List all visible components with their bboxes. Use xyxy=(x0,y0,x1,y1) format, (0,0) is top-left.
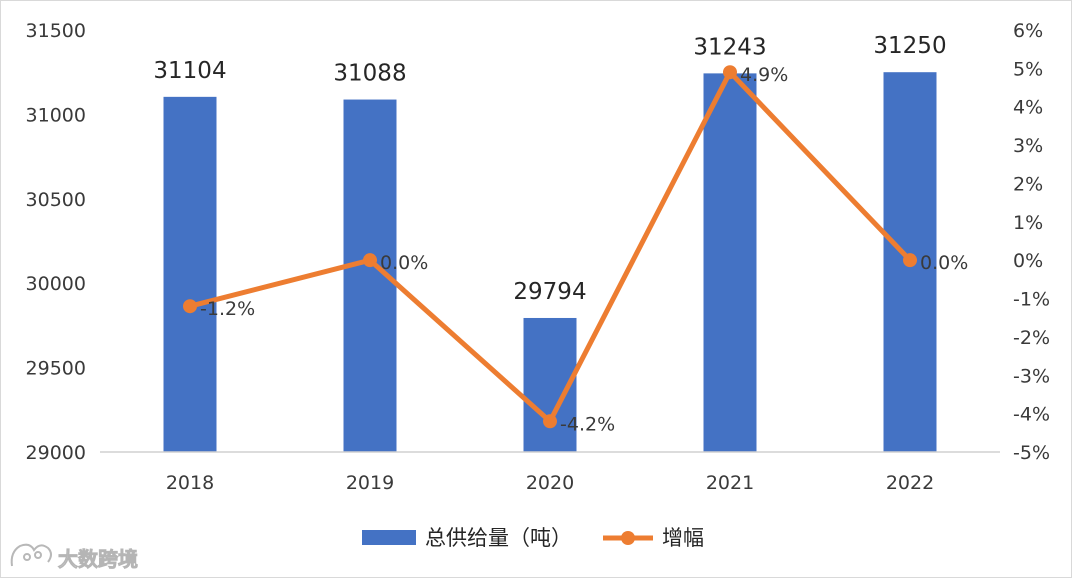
bar-value-label: 31104 xyxy=(153,58,226,84)
y-left-tick-label: 31500 xyxy=(26,20,86,42)
x-tick-label: 2019 xyxy=(346,472,394,494)
bar-value-label: 29794 xyxy=(513,279,586,305)
watermark: 大数跨境 xyxy=(10,543,138,571)
y-right-tick-label: -4% xyxy=(1013,404,1050,426)
line-point-2022 xyxy=(903,253,917,268)
legend-bar-label: 总供给量（吨） xyxy=(425,526,572,550)
x-tick-label: 2021 xyxy=(706,472,754,494)
line-point-2021 xyxy=(723,65,737,80)
y-right-tick-label: -2% xyxy=(1013,327,1050,349)
line-point-2020 xyxy=(543,414,557,429)
y-right-tick-label: -5% xyxy=(1013,442,1050,464)
y-left-tick-label: 29500 xyxy=(26,358,86,380)
legend-bar-swatch xyxy=(362,530,416,545)
y-left-tick-label: 29000 xyxy=(26,442,86,464)
line-point-2019 xyxy=(363,253,377,268)
y-right-tick-label: -1% xyxy=(1013,289,1050,311)
y-right-tick-label: 0% xyxy=(1013,250,1043,272)
y-right-tick-label: 3% xyxy=(1013,135,1043,157)
y-right-tick-label: 1% xyxy=(1013,212,1043,234)
line-value-label: -4.2% xyxy=(560,413,615,435)
line-value-label: -1.2% xyxy=(200,298,255,320)
y-left-tick-label: 30500 xyxy=(26,189,86,211)
y-left-tick-label: 30000 xyxy=(26,273,86,295)
y-right-tick-label: 5% xyxy=(1013,58,1043,80)
x-tick-label: 2018 xyxy=(166,472,214,494)
bar-value-label: 31088 xyxy=(333,61,406,87)
bar-value-label: 31243 xyxy=(693,34,766,60)
line-value-label: 4.9% xyxy=(740,64,788,86)
line-value-label: 0.0% xyxy=(920,252,968,274)
bar-2018 xyxy=(163,96,217,453)
bar-value-label: 31250 xyxy=(873,33,946,59)
y-right-tick-label: 6% xyxy=(1013,20,1043,42)
x-tick-label: 2022 xyxy=(886,472,934,494)
y-right-tick-label: 4% xyxy=(1013,97,1043,119)
legend: 总供给量（吨） 增幅 xyxy=(362,526,704,550)
bar-2021 xyxy=(703,73,757,453)
y-right-tick-label: 2% xyxy=(1013,173,1043,195)
x-tick-label: 2020 xyxy=(526,472,574,494)
line-point-2018 xyxy=(183,299,197,314)
legend-line-marker xyxy=(621,531,635,545)
watermark-logo-icon xyxy=(10,543,52,567)
legend-line-label: 增幅 xyxy=(662,526,704,550)
watermark-text: 大数跨境 xyxy=(58,547,138,571)
y-left-tick-label: 31000 xyxy=(26,104,86,126)
y-right-tick-label: -3% xyxy=(1013,365,1050,387)
line-value-label: 0.0% xyxy=(380,252,428,274)
